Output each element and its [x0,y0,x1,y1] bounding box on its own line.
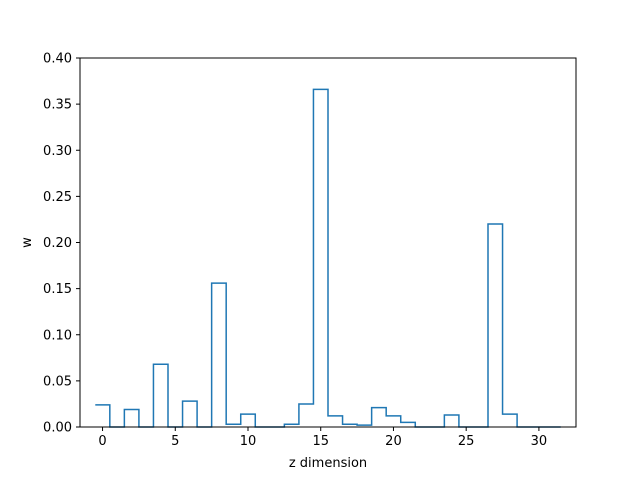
y-tick-label: 0.10 [43,328,72,343]
y-tick-label: 0.05 [43,374,72,389]
bin-2 [124,409,139,427]
x-tick-label: 20 [385,434,402,449]
y-tick-label: 0.20 [43,236,72,251]
bin-27 [488,224,503,427]
bin-8 [212,283,227,427]
y-tick-label: 0.35 [43,98,72,113]
y-tick-label: 0.15 [43,282,72,297]
x-tick-label: 10 [240,434,257,449]
y-tick-label: 0.30 [43,144,72,159]
x-tick-label: 0 [98,434,106,449]
bin-6 [183,401,198,427]
bin-14 [299,404,314,427]
bin-0 [95,405,110,427]
bin-16 [328,416,343,427]
y-tick-label: 0.25 [43,190,72,205]
bin-24 [444,415,459,427]
x-tick-label: 5 [171,434,179,449]
bin-21 [401,422,416,427]
x-tick-label: 30 [531,434,548,449]
bin-20 [386,416,401,427]
bin-19 [372,408,387,427]
y-tick-label: 0.00 [43,421,72,436]
x-tick-label: 15 [312,434,329,449]
bin-10 [241,414,256,427]
bin-15 [313,89,328,427]
x-axis-label: z dimension [289,456,367,471]
bin-28 [503,414,518,427]
y-axis-label: w [20,237,35,248]
x-tick-label: 25 [458,434,475,449]
y-tick-label: 0.40 [43,52,72,67]
bin-4 [153,364,168,427]
